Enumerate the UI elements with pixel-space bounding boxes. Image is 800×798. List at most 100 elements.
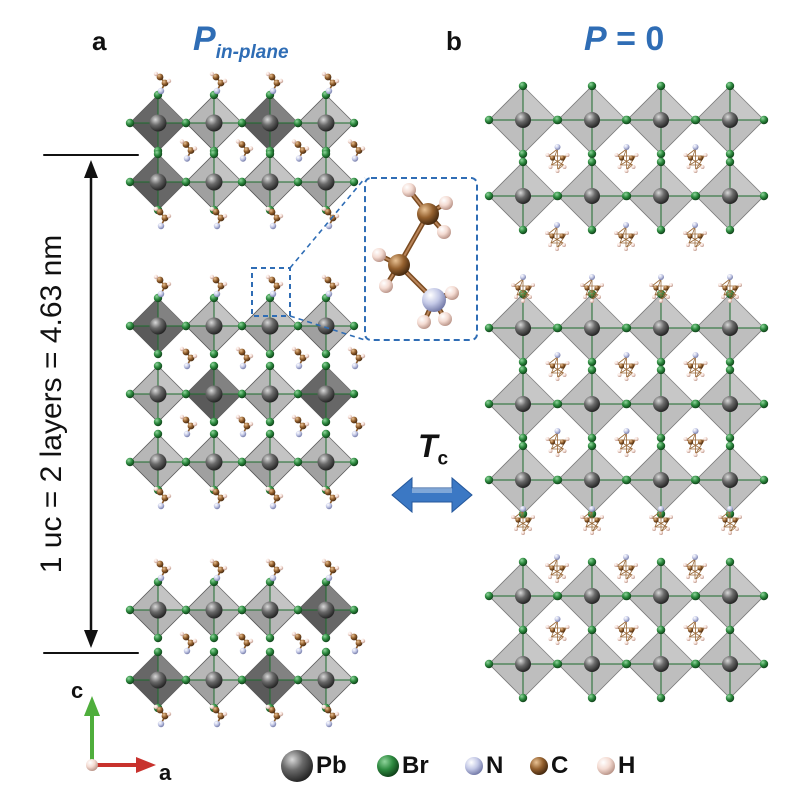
h-atom [347,139,353,144]
c-atom [238,348,246,356]
disordered-cation [614,144,639,173]
c-atom [697,363,704,369]
arrow-up-icon [84,696,100,716]
pbbr6-octahedron [691,441,769,519]
pbbr6-octahedron [484,625,562,703]
pbbr6-octahedron [293,647,359,713]
pb-atom [261,173,279,191]
br-atom [209,429,219,439]
disordered-cation [545,222,569,251]
n-atom [623,222,629,228]
br-atom [321,149,331,159]
br-atom [587,149,597,159]
c-atom [238,141,246,148]
br-atom [237,389,247,399]
br-atom [656,433,666,443]
disordered-cation [683,222,707,251]
h-atom [562,637,567,641]
c-atom [156,560,164,568]
c-atom [238,416,246,424]
h-atom [278,281,284,287]
c-atom [732,517,738,523]
br-atom [518,157,528,167]
c-atom [268,73,276,81]
c-atom [299,422,307,430]
c-atom [559,233,565,239]
h-atom [153,486,159,492]
h-atom [545,437,550,441]
br-atom [587,557,597,567]
h-atom [372,248,386,262]
h-atom [321,486,327,492]
br-atom [237,605,247,615]
transition-label: Tc [418,428,448,470]
c-atom [697,155,704,161]
h-atom [222,281,228,287]
h-atom [624,169,629,173]
organic-cation [179,631,198,655]
h-atom [649,283,653,287]
h-atom [437,225,451,239]
h-atom [614,563,618,567]
pbbr6-octahedron [691,81,769,159]
pbbr6-octahedron [484,81,562,159]
br-atom [518,365,528,375]
axis-c-label: c [71,678,84,703]
br-atom [349,457,359,467]
c-atom [156,488,164,496]
c-atom [559,439,566,445]
pb-atom [205,453,223,471]
h-atom [631,449,636,453]
panel-b-title: P = 0 [584,20,664,59]
disordered-cation [580,274,604,303]
disordered-cation [614,352,639,381]
pb-atom [515,320,531,336]
h-atom [718,515,722,519]
n-atom [325,720,333,728]
n-atom [295,430,303,438]
br-atom [321,429,331,439]
h-atom [153,206,159,212]
organic-cation [209,206,228,230]
h-atom [321,206,327,212]
pbbr6-octahedron [125,429,191,495]
br-atom [237,118,247,128]
h-atom [617,637,622,641]
c-atom [628,155,635,161]
h-atom [360,146,366,151]
h-atom [683,625,688,629]
h-atom [334,213,340,219]
h-atom [735,295,739,299]
br-atom [349,605,359,615]
pbbr6-octahedron [293,293,359,359]
h-atom [614,625,619,629]
organic-cation [291,414,310,438]
br-atom [209,417,219,427]
br-atom [293,675,303,685]
organic-cation [291,139,310,162]
pb-atom [722,188,738,204]
disordered-cation [511,506,535,535]
unit-cell-dimension-label: 1 uc = 2 layers = 4.63 nm [35,234,68,574]
h-atom [617,243,621,247]
disordered-cation [614,554,638,583]
pbbr6-octahedron [484,289,562,367]
pb-atom-icon [281,750,313,782]
br-atom [153,349,163,359]
pbbr6-octahedron [293,577,359,643]
h-atom [153,558,159,564]
h-atom [514,527,518,531]
h-atom [686,373,691,377]
pbbr6-octahedron [622,81,700,159]
pb-atom [584,656,600,672]
h-atom [703,231,707,235]
organic-cation [265,558,284,582]
br-atom [587,433,597,443]
h-atom [634,437,639,441]
disordered-cation [545,352,570,381]
br-atom [293,389,303,399]
br-atom [349,177,359,187]
legend-label-h: H [618,752,636,779]
h-atom [192,638,198,644]
h-atom [248,638,254,644]
